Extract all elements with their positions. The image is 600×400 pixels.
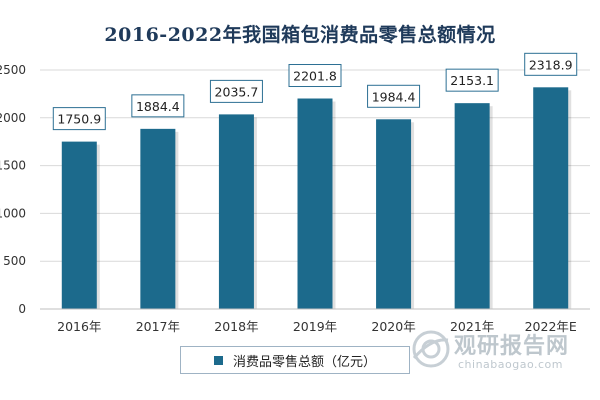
bar <box>376 119 412 310</box>
data-label: 1750.9 <box>57 112 101 127</box>
bar <box>218 114 254 309</box>
x-tick-label: 2021年 <box>450 319 494 334</box>
data-label-box <box>288 64 342 88</box>
y-tick-label: 1000 <box>0 206 26 220</box>
x-tick-label: 2017年 <box>136 319 180 334</box>
data-label: 2318.9 <box>529 57 573 72</box>
legend-swatch <box>213 355 223 365</box>
bars <box>61 87 572 310</box>
data-label-box <box>445 68 499 92</box>
legend: 消费品零售总额（亿元） <box>180 346 410 374</box>
data-label: 2035.7 <box>215 84 259 99</box>
bar <box>454 103 490 310</box>
y-tick-label: 1500 <box>0 159 26 173</box>
chart-title: 2016-2022年我国箱包消费品零售总额情况 <box>104 24 496 46</box>
x-tick-label: 2018年 <box>214 319 258 334</box>
x-axis: 2016年 2017年 2018年 2019年 2020年 2021年 2022年E <box>40 308 590 334</box>
y-tick-label: 2000 <box>0 111 26 125</box>
data-label-box <box>367 84 421 108</box>
data-label-box <box>52 107 106 131</box>
y-tick-label: 500 <box>3 254 26 268</box>
legend-label: 消费品零售总额（亿元） <box>232 354 376 370</box>
y-axis: 0 500 1000 1500 2000 2500 <box>0 63 26 316</box>
y-tick-label: 0 <box>18 302 26 316</box>
x-tick-label: 2019年 <box>293 319 337 334</box>
bar <box>140 128 176 309</box>
bar <box>533 87 569 309</box>
x-tick-label: 2020年 <box>371 319 415 334</box>
y-tick-label: 2500 <box>0 63 26 77</box>
x-tick-label: 2016年 <box>57 319 101 334</box>
bar <box>297 98 333 309</box>
bar <box>61 141 97 309</box>
data-label: 2201.8 <box>293 69 337 84</box>
data-label: 2153.1 <box>450 73 494 88</box>
x-tick-label: 2022年E <box>525 319 577 334</box>
data-label-box <box>131 94 185 118</box>
data-label: 1884.4 <box>136 99 180 114</box>
data-label-box <box>209 79 263 103</box>
data-label: 1984.4 <box>372 89 416 104</box>
data-labels: 1750.9 1884.4 2035.7 2201.8 1984.4 2153.1 2318… <box>52 52 578 131</box>
data-label-box <box>524 52 578 76</box>
